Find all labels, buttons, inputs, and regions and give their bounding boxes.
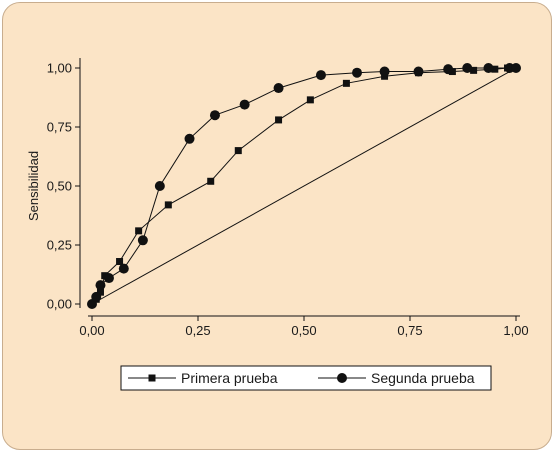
data-point-circle (443, 64, 454, 75)
data-point-square (306, 96, 314, 104)
legend-marker-circle (337, 373, 347, 383)
data-point-circle (511, 63, 521, 73)
y-tick-label: 0,50 (47, 179, 72, 194)
x-tick-label: 0,50 (291, 323, 316, 338)
data-point-circle (413, 66, 424, 77)
data-point-square (164, 201, 172, 209)
data-point-square (491, 65, 499, 73)
x-tick-label: 0,00 (79, 323, 104, 338)
data-point-square (234, 147, 242, 155)
y-axis-title: Sensibilidad (26, 151, 41, 221)
reference-diagonal (91, 67, 517, 305)
data-point-circle (315, 70, 326, 81)
x-tick-label: 0,25 (185, 323, 210, 338)
data-point-circle (239, 99, 250, 110)
x-tick-label: 1,00 (503, 323, 528, 338)
legend-label: Primera prueba (181, 370, 278, 386)
reference-line (91, 67, 517, 305)
legend-box (120, 365, 492, 391)
data-point-circle (154, 181, 165, 191)
y-tick-label: 0,75 (47, 120, 72, 135)
data-point-circle (209, 110, 220, 121)
data-point-circle (118, 263, 129, 274)
data-point-square (135, 227, 143, 235)
data-point-circle (462, 63, 473, 73)
data-point-circle (103, 273, 114, 284)
data-point-square (275, 116, 283, 124)
data-point-square (96, 288, 104, 296)
data-point-circle (483, 63, 494, 73)
y-tick-label: 1,00 (47, 61, 72, 76)
data-point-circle (91, 291, 102, 302)
data-point-circle (379, 66, 390, 77)
data-point-circle (273, 83, 284, 94)
legend-label: Segunda prueba (371, 370, 475, 386)
y-tick-label: 0,25 (47, 238, 72, 253)
series-layer (87, 63, 521, 309)
x-tick-label: 0,75 (397, 323, 422, 338)
data-point-circle (137, 235, 148, 246)
data-point-circle (95, 280, 106, 291)
data-point-square (342, 79, 350, 87)
data-point-square (207, 177, 215, 185)
data-point-square (116, 258, 124, 266)
series-2 (87, 63, 521, 309)
data-point-circle (184, 133, 195, 144)
y-tick-label: 0,00 (47, 297, 72, 312)
data-point-circle (352, 67, 362, 78)
legend: Primera prueba Segunda prueba (120, 365, 492, 391)
data-point-square (470, 66, 478, 74)
legend-marker-square (148, 374, 156, 382)
axes: 0,00 0,25 0,50 0,75 1,00 0,00 0,25 0,50 0,75 1,00 (47, 58, 529, 338)
